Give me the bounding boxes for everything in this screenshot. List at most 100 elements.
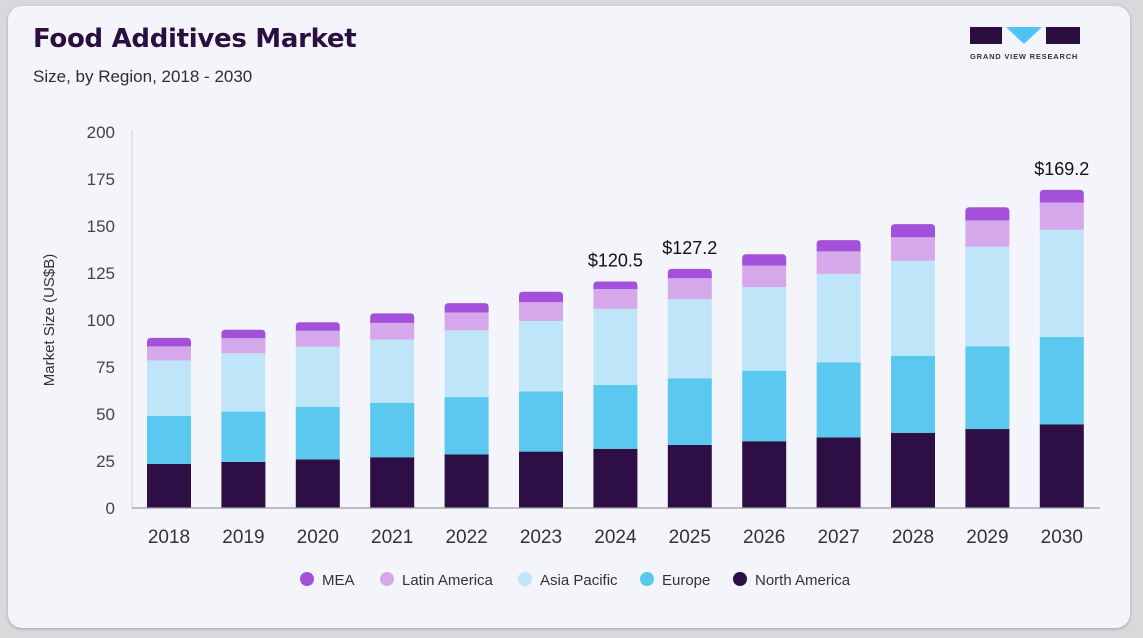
bar-segment-mea <box>444 303 489 313</box>
bar-stack-2029 <box>965 207 1010 508</box>
legend-swatch <box>640 572 654 586</box>
bar-stack-2027 <box>816 240 861 508</box>
y-tick-label: 100 <box>87 311 115 330</box>
x-tick-label: 2028 <box>892 527 934 548</box>
bar-segment-north-america <box>891 432 935 508</box>
legend-item-north-america: North America <box>733 572 851 589</box>
bar-segment-north-america <box>1039 424 1084 508</box>
legend-item-latin-america: Latin America <box>380 572 494 589</box>
y-tick-label: 125 <box>87 264 115 283</box>
bar-segment-latin-america <box>965 220 1010 247</box>
bar-segment-north-america <box>370 457 415 508</box>
total-label-2024: $120.5 <box>588 250 643 270</box>
x-tick-label: 2030 <box>1041 527 1083 548</box>
bar-segment-europe <box>221 411 266 462</box>
bar-segment-north-america <box>667 445 712 508</box>
y-axis-label: Market Size (US$B) <box>41 254 58 387</box>
x-tick-label: 2027 <box>817 527 859 548</box>
y-tick-label: 50 <box>96 405 115 424</box>
bar-stack-2028 <box>891 224 935 508</box>
bar-segment-asia-pacific <box>147 360 191 416</box>
y-tick-label: 175 <box>87 170 115 189</box>
bar-segment-latin-america <box>295 330 340 347</box>
bars-group <box>147 189 1084 508</box>
total-label-2030: $169.2 <box>1034 159 1089 179</box>
bar-segment-latin-america <box>891 237 935 261</box>
bar-segment-latin-america <box>1039 202 1084 230</box>
bar-segment-europe <box>816 362 861 438</box>
bar-segment-mea <box>295 322 340 331</box>
chart-title: Food Additives Market <box>33 24 357 54</box>
bar-stack-2020 <box>295 322 340 508</box>
bar-stack-2023 <box>519 291 563 508</box>
bar-segment-mea <box>667 268 712 279</box>
bar-segment-north-america <box>965 429 1010 508</box>
y-tick-label: 150 <box>87 217 115 236</box>
legend: MEA Latin America Asia Pacific Europe North … <box>300 572 851 589</box>
bar-segment-latin-america <box>370 322 415 340</box>
bar-segment-north-america <box>742 441 787 508</box>
y-axis: 0 25 50 75 100 125 150 175 200 <box>87 123 133 518</box>
legend-label: North America <box>755 572 851 589</box>
bar-segment-europe <box>444 397 489 455</box>
bar-stack-2026 <box>742 254 787 508</box>
y-tick-label: 75 <box>96 358 115 377</box>
legend-swatch <box>300 572 314 586</box>
legend-label: Asia Pacific <box>540 572 618 589</box>
annotations-group: $120.5 $127.2 $169.2 <box>588 159 1089 271</box>
bar-segment-north-america <box>816 437 861 508</box>
bar-segment-mea <box>816 240 861 252</box>
bar-segment-mea <box>965 207 1010 221</box>
bar-stack-2022 <box>444 303 489 508</box>
bar-segment-latin-america <box>147 346 191 361</box>
x-axis: 2018 2019 2020 2021 2022 2023 2024 2025 2026 2027… <box>132 507 1100 548</box>
y-tick-label: 0 <box>106 499 115 518</box>
bar-segment-europe <box>965 346 1010 430</box>
bar-segment-europe <box>891 355 935 433</box>
legend-swatch <box>733 572 747 586</box>
logo-block-right <box>1046 27 1080 44</box>
legend-item-mea: MEA <box>300 572 355 589</box>
bar-segment-asia-pacific <box>965 246 1010 347</box>
bar-segment-europe <box>295 406 340 460</box>
bar-segment-europe <box>742 370 787 442</box>
y-tick-label: 200 <box>87 123 115 142</box>
bar-segment-mea <box>742 254 787 266</box>
bar-segment-asia-pacific <box>370 339 415 403</box>
bar-segment-mea <box>891 224 935 238</box>
bar-segment-mea <box>519 291 563 303</box>
x-tick-label: 2019 <box>222 527 264 548</box>
bar-segment-asia-pacific <box>1039 229 1084 337</box>
legend-swatch <box>518 572 532 586</box>
bar-stack-2019 <box>221 329 266 508</box>
bar-stack-2025 <box>667 268 712 508</box>
bar-segment-latin-america <box>221 338 266 354</box>
x-tick-label: 2023 <box>520 527 562 548</box>
bar-segment-mea <box>221 329 266 339</box>
bar-segment-north-america <box>221 461 266 508</box>
bar-segment-europe <box>593 384 638 449</box>
x-tick-label: 2025 <box>669 527 711 548</box>
legend-swatch <box>380 572 394 586</box>
legend-label: Latin America <box>402 572 494 589</box>
chart-subtitle: Size, by Region, 2018 - 2030 <box>33 67 253 86</box>
bar-segment-asia-pacific <box>519 320 563 392</box>
bar-segment-latin-america <box>444 312 489 331</box>
bar-segment-europe <box>370 402 415 458</box>
logo-block-left <box>970 27 1002 44</box>
bar-segment-asia-pacific <box>816 273 861 363</box>
x-tick-label: 2021 <box>371 527 413 548</box>
bar-segment-mea <box>370 313 415 323</box>
logo-block-center <box>1006 27 1042 44</box>
bar-segment-north-america <box>444 454 489 508</box>
y-tick-label: 25 <box>96 452 115 471</box>
bar-segment-europe <box>1039 336 1084 425</box>
bar-segment-europe <box>667 378 712 446</box>
bar-segment-latin-america <box>667 278 712 300</box>
x-tick-label: 2029 <box>966 527 1008 548</box>
x-tick-label: 2022 <box>445 527 487 548</box>
bar-segment-latin-america <box>593 288 638 309</box>
legend-item-asia-pacific: Asia Pacific <box>518 572 618 589</box>
bar-segment-north-america <box>295 459 340 508</box>
